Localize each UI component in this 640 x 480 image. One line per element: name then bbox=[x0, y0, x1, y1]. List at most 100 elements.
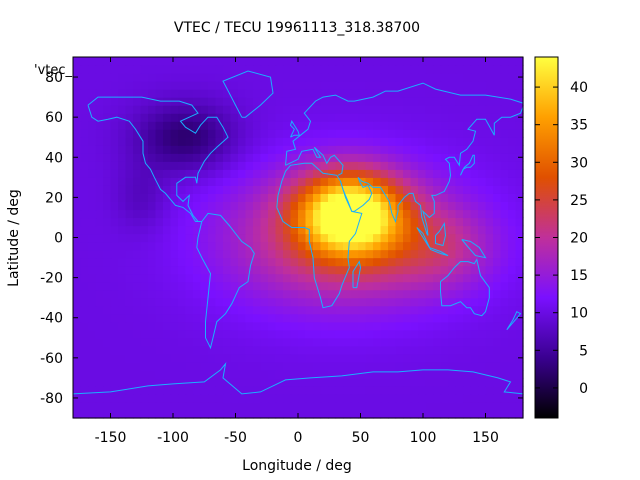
heatmap-cell bbox=[365, 153, 374, 162]
heatmap-cell bbox=[103, 321, 112, 331]
heatmap-cell bbox=[155, 329, 164, 339]
heatmap-cell bbox=[185, 385, 194, 395]
heatmap-cell bbox=[380, 265, 389, 275]
heatmap-cell bbox=[133, 313, 142, 323]
heatmap-cell bbox=[305, 321, 314, 331]
heatmap-cell bbox=[380, 65, 389, 74]
x-tick-label: -150 bbox=[95, 430, 127, 446]
heatmap-cell bbox=[73, 177, 82, 186]
heatmap-cell bbox=[470, 345, 479, 355]
colorbar-tick-label: 15 bbox=[570, 268, 588, 284]
heatmap-cell bbox=[170, 409, 179, 419]
y-tick-label: -40 bbox=[40, 311, 63, 327]
heatmap-cell bbox=[373, 249, 382, 259]
heatmap-cell bbox=[388, 153, 397, 162]
heatmap-cell bbox=[320, 257, 329, 267]
heatmap-cell bbox=[455, 265, 464, 275]
heatmap-cell bbox=[125, 273, 134, 283]
heatmap-cell bbox=[208, 385, 217, 395]
heatmap-cell bbox=[245, 401, 254, 411]
heatmap-cell bbox=[238, 81, 247, 90]
heatmap-cell bbox=[133, 377, 142, 387]
heatmap-cell bbox=[485, 369, 494, 379]
heatmap-cell bbox=[373, 177, 382, 186]
heatmap-cell bbox=[185, 329, 194, 339]
heatmap-cell bbox=[260, 393, 269, 403]
heatmap-cell bbox=[178, 241, 187, 251]
heatmap-cell bbox=[95, 265, 104, 275]
heatmap-cell bbox=[268, 73, 277, 82]
heatmap-cell bbox=[118, 57, 127, 66]
heatmap-cell bbox=[305, 129, 314, 138]
heatmap-cell bbox=[335, 265, 344, 275]
heatmap-cell bbox=[335, 97, 344, 106]
heatmap-cell bbox=[103, 289, 112, 299]
heatmap-cell bbox=[470, 233, 479, 243]
heatmap-cell bbox=[470, 97, 479, 106]
heatmap-cell bbox=[298, 193, 307, 202]
heatmap-cell bbox=[500, 161, 509, 170]
heatmap-cell bbox=[200, 217, 209, 227]
heatmap-cell bbox=[230, 353, 239, 363]
heatmap-cell bbox=[155, 121, 164, 130]
heatmap-cell bbox=[95, 249, 104, 259]
heatmap-cell bbox=[163, 369, 172, 379]
heatmap-cell bbox=[448, 129, 457, 138]
heatmap-cell bbox=[185, 305, 194, 315]
heatmap-cell bbox=[230, 393, 239, 403]
heatmap-cell bbox=[253, 97, 262, 106]
heatmap-cell bbox=[170, 345, 179, 355]
heatmap-cell bbox=[320, 57, 329, 66]
heatmap-cell bbox=[410, 337, 419, 347]
heatmap-cell bbox=[493, 345, 502, 355]
heatmap-cell bbox=[148, 289, 157, 299]
heatmap-cell bbox=[208, 65, 217, 74]
heatmap-cell bbox=[298, 217, 307, 227]
heatmap-cell bbox=[283, 121, 292, 130]
heatmap-cell bbox=[95, 225, 104, 235]
heatmap-cell bbox=[200, 169, 209, 178]
heatmap-cell bbox=[358, 377, 367, 387]
heatmap-cell bbox=[305, 177, 314, 186]
heatmap-cell bbox=[215, 385, 224, 395]
heatmap-cell bbox=[103, 65, 112, 74]
heatmap-cell bbox=[230, 161, 239, 170]
heatmap-cell bbox=[343, 169, 352, 178]
heatmap-cell bbox=[373, 377, 382, 387]
heatmap-cell bbox=[403, 313, 412, 323]
heatmap-cell bbox=[380, 105, 389, 114]
heatmap-cell bbox=[103, 265, 112, 275]
heatmap-cell bbox=[440, 313, 449, 323]
heatmap-cell bbox=[350, 57, 359, 66]
heatmap-cell bbox=[358, 289, 367, 299]
heatmap-cell bbox=[410, 137, 419, 146]
heatmap-cell bbox=[395, 97, 404, 106]
heatmap-cell bbox=[395, 273, 404, 283]
heatmap-cell bbox=[335, 209, 344, 219]
heatmap-cell bbox=[290, 57, 299, 66]
heatmap-cell bbox=[515, 369, 524, 379]
heatmap-cell bbox=[95, 201, 104, 211]
heatmap-cell bbox=[245, 145, 254, 154]
heatmap-cell bbox=[313, 249, 322, 259]
coastline bbox=[276, 162, 363, 309]
heatmap-cell bbox=[433, 345, 442, 355]
heatmap-cell bbox=[410, 313, 419, 323]
heatmap-cell bbox=[118, 193, 127, 202]
heatmap-cell bbox=[253, 313, 262, 323]
heatmap-cell bbox=[140, 393, 149, 403]
coastline bbox=[416, 227, 449, 257]
heatmap-cell bbox=[238, 169, 247, 178]
heatmap-cell bbox=[230, 297, 239, 307]
heatmap-cell bbox=[335, 257, 344, 267]
heatmap-cell bbox=[448, 209, 457, 219]
heatmap-cell bbox=[208, 321, 217, 331]
heatmap-cell bbox=[170, 225, 179, 235]
heatmap-cell bbox=[253, 329, 262, 339]
heatmap-cell bbox=[373, 145, 382, 154]
heatmap-cell bbox=[193, 289, 202, 299]
heatmap-cell bbox=[425, 113, 434, 122]
heatmap-cell bbox=[508, 361, 517, 371]
heatmap-cell bbox=[478, 73, 487, 82]
heatmap-cell bbox=[223, 385, 232, 395]
